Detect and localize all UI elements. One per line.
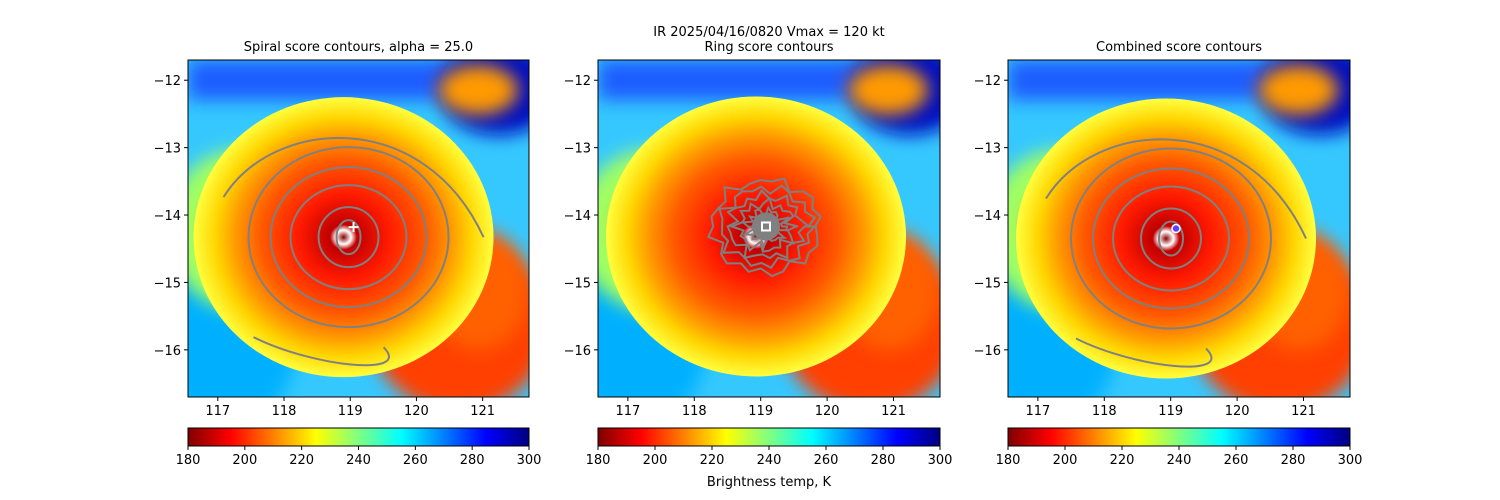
colorbar-tick-label: 200 xyxy=(643,453,668,468)
colorbar-tick-label: 280 xyxy=(460,453,485,468)
colorbar-tick-label: 240 xyxy=(757,453,782,468)
y-tick-label: −13 xyxy=(154,142,181,157)
y-tick-label: −16 xyxy=(154,344,181,359)
y-tick-label: −16 xyxy=(564,344,591,359)
x-tick-label: 117 xyxy=(1025,404,1050,419)
colorbar-tick-label: 280 xyxy=(1281,453,1306,468)
colorbar-tick-label: 200 xyxy=(1053,453,1078,468)
x-tick-label: 121 xyxy=(881,404,906,419)
colorbar xyxy=(1007,427,1351,447)
panel-title: Ring score contours xyxy=(704,40,833,55)
axes-frame xyxy=(187,59,530,398)
y-tick-label: −15 xyxy=(974,276,1001,291)
colorbar-tick-label: 260 xyxy=(403,453,428,468)
colorbar-label: Brightness temp, K xyxy=(707,475,832,490)
y-tick-label: −15 xyxy=(564,276,591,291)
y-tick-label: −14 xyxy=(154,209,181,224)
panel-title: Spiral score contours, alpha = 25.0 xyxy=(244,40,473,55)
x-tick-label: 119 xyxy=(1158,404,1183,419)
x-tick-label: 120 xyxy=(815,404,840,419)
y-tick-label: −13 xyxy=(974,142,1001,157)
colorbar-tick-label: 180 xyxy=(996,453,1021,468)
y-tick-label: −14 xyxy=(564,209,591,224)
x-tick-label: 119 xyxy=(338,404,363,419)
panel-title: Combined score contours xyxy=(1096,40,1262,55)
ir-image xyxy=(598,60,940,397)
center-marker xyxy=(761,221,772,232)
center-marker xyxy=(348,222,359,233)
colorbar-tick-label: 280 xyxy=(871,453,896,468)
colorbar-tick-label: 260 xyxy=(1224,453,1249,468)
score-contours xyxy=(222,137,485,367)
panel-3: Combined score contours 117 118 119 120 121 −1… xyxy=(974,40,1363,468)
colorbar-tick-label: 240 xyxy=(1167,453,1192,468)
colorbar-tick-label: 180 xyxy=(586,453,611,468)
axes-frame xyxy=(597,59,941,398)
x-tick-label: 119 xyxy=(748,404,773,419)
colorbar-tick-label: 300 xyxy=(517,453,542,468)
figure-suptitle: IR 2025/04/16/0820 Vmax = 120 kt xyxy=(653,25,884,40)
colorbar xyxy=(597,427,941,447)
score-contours xyxy=(1045,138,1307,368)
colorbar-tick-label: 220 xyxy=(700,453,725,468)
y-tick-label: −16 xyxy=(974,344,1001,359)
y-tick-label: −15 xyxy=(154,276,181,291)
colorbar-tick-label: 300 xyxy=(1338,453,1363,468)
center-marker xyxy=(1171,223,1181,234)
x-tick-label: 117 xyxy=(205,404,230,419)
y-tick-label: −12 xyxy=(974,74,1001,89)
ir-image xyxy=(188,60,529,397)
colorbar-tick-label: 220 xyxy=(289,453,314,468)
colorbar-tick-label: 240 xyxy=(346,453,371,468)
y-tick-label: −12 xyxy=(154,74,181,89)
colorbar-tick-label: 220 xyxy=(1110,453,1135,468)
y-tick-label: −14 xyxy=(974,209,1001,224)
x-tick-label: 120 xyxy=(404,404,429,419)
x-tick-label: 118 xyxy=(1092,404,1117,419)
colorbar-tick-label: 260 xyxy=(814,453,839,468)
y-tick-label: −13 xyxy=(564,142,591,157)
x-tick-label: 117 xyxy=(615,404,640,419)
axes-frame xyxy=(1007,59,1351,398)
colorbar-tick-label: 300 xyxy=(928,453,953,468)
colorbar-tick-label: 180 xyxy=(176,453,201,468)
score-contours xyxy=(706,177,823,278)
x-tick-label: 121 xyxy=(470,404,495,419)
x-tick-label: 120 xyxy=(1225,404,1250,419)
colorbar-tick-label: 200 xyxy=(232,453,257,468)
x-tick-label: 118 xyxy=(682,404,707,419)
panel-1: Spiral score contours, alpha = 25.0 117 11… xyxy=(154,40,542,468)
x-tick-label: 118 xyxy=(272,404,297,419)
ir-image xyxy=(1008,60,1350,397)
x-tick-label: 121 xyxy=(1291,404,1316,419)
y-tick-label: −12 xyxy=(564,74,591,89)
panel-2: Ring score contours 117 118 119 120 121 −12 −13… xyxy=(564,40,953,468)
colorbar xyxy=(187,427,530,447)
